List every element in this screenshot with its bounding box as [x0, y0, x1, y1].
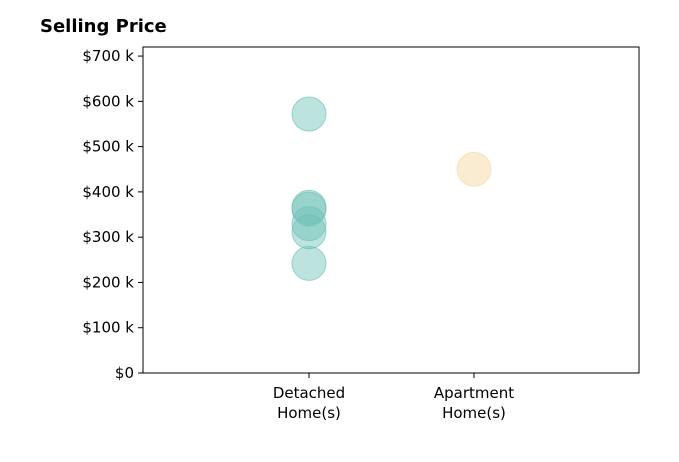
y-tick-label: $500 k: [82, 138, 134, 156]
x-tick-label: Detached Home(s): [273, 384, 345, 422]
y-tick-label: $0: [115, 364, 134, 382]
y-tick-label: $200 k: [82, 273, 134, 291]
y-tick-label: $600 k: [82, 92, 134, 110]
data-point: [456, 151, 492, 187]
y-tick-label: $100 k: [82, 319, 134, 337]
data-point: [291, 206, 327, 242]
chart-title: Selling Price: [40, 16, 167, 37]
data-point: [291, 96, 327, 132]
data-point: [291, 191, 327, 227]
x-tick-label: Apartment Home(s): [434, 384, 514, 422]
y-tick-label: $700 k: [82, 47, 134, 65]
y-tick-label: $300 k: [82, 228, 134, 246]
plot-area-frame: [142, 46, 640, 374]
data-point: [291, 214, 327, 250]
data-point: [291, 245, 327, 281]
y-tick-label: $400 k: [82, 183, 134, 201]
